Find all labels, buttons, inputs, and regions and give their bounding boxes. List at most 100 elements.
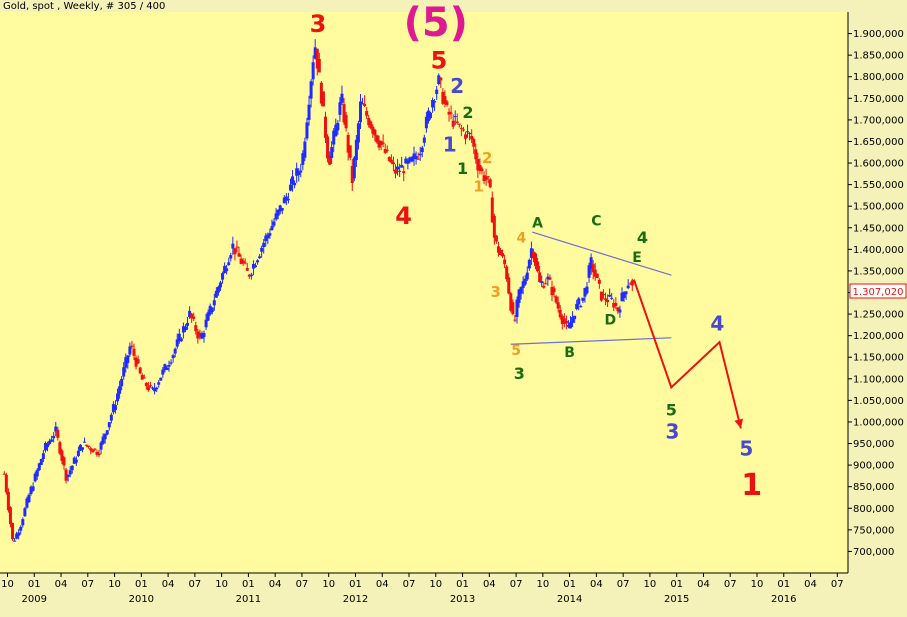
price-bar-body bbox=[221, 273, 225, 280]
price-bar-body bbox=[87, 445, 91, 448]
price-bar-body bbox=[352, 157, 356, 179]
price-bar-body bbox=[550, 286, 554, 296]
price-bar-body bbox=[548, 277, 552, 280]
price-bar-body bbox=[626, 285, 630, 289]
price-bar-body bbox=[538, 272, 542, 283]
price-bar-body bbox=[391, 162, 395, 165]
price-bar-body bbox=[142, 377, 146, 379]
price-bar-body bbox=[554, 296, 558, 303]
time-tick-label: 10 bbox=[536, 579, 549, 590]
price-bar-body bbox=[317, 58, 321, 73]
price-bar-body bbox=[484, 176, 488, 180]
price-bar-body bbox=[410, 157, 414, 162]
price-bar-body bbox=[381, 142, 385, 144]
price-bar-body bbox=[307, 104, 311, 120]
price-bar-body bbox=[581, 297, 585, 301]
price-bar-body bbox=[575, 303, 579, 310]
price-bar-body bbox=[72, 457, 76, 464]
price-bar-body bbox=[251, 264, 255, 269]
price-bar-body bbox=[190, 313, 194, 319]
price-bar-body bbox=[371, 126, 375, 134]
price-bar-body bbox=[464, 134, 468, 139]
price-bar-body bbox=[140, 374, 144, 380]
price-bar-body bbox=[181, 326, 185, 333]
price-bar-body bbox=[420, 147, 424, 153]
price-bar-body bbox=[311, 62, 315, 80]
price-bar-body bbox=[583, 287, 587, 297]
price-bar-body bbox=[566, 324, 570, 327]
price-bar-body bbox=[297, 171, 301, 176]
price-bar-body bbox=[365, 111, 369, 116]
price-bar-body bbox=[2, 473, 6, 475]
price-bar-body bbox=[270, 226, 274, 231]
price-tick-label: 750,000 bbox=[853, 525, 894, 536]
price-bar-body bbox=[116, 393, 120, 402]
price-bar-body bbox=[515, 299, 519, 318]
year-label: 2011 bbox=[236, 594, 261, 605]
price-bar-body bbox=[573, 315, 577, 320]
price-bar-body bbox=[122, 367, 126, 377]
price-bar-body bbox=[218, 282, 222, 288]
price-bar-body bbox=[474, 149, 478, 160]
price-bar-body bbox=[348, 145, 352, 158]
price-bar-body bbox=[426, 110, 430, 122]
wave-label: 5 bbox=[739, 437, 753, 461]
price-bar-body bbox=[628, 283, 632, 285]
price-bar-body bbox=[299, 170, 303, 173]
price-bar-body bbox=[229, 255, 233, 259]
price-bar-body bbox=[198, 332, 202, 337]
price-bar-body bbox=[29, 486, 33, 494]
price-bar-body bbox=[511, 302, 515, 315]
price-bar-body bbox=[21, 519, 25, 526]
price-bar-body bbox=[260, 247, 264, 252]
time-tick-label: 01 bbox=[135, 579, 148, 590]
price-bar-body bbox=[134, 357, 138, 367]
price-bar-body bbox=[120, 378, 124, 387]
price-bar-body bbox=[19, 526, 23, 531]
price-bar-body bbox=[507, 277, 511, 294]
wave-label: 4 bbox=[710, 311, 724, 335]
year-label: 2016 bbox=[771, 594, 796, 605]
price-bar-body bbox=[630, 280, 634, 286]
wave-label: 2 bbox=[462, 103, 473, 122]
price-bar-body bbox=[235, 246, 239, 248]
price-bar-body bbox=[385, 149, 389, 151]
price-bar-body bbox=[394, 169, 398, 174]
price-bar-body bbox=[305, 122, 309, 139]
price-tick-label: 1.350,000 bbox=[853, 266, 904, 277]
price-bar-body bbox=[400, 165, 404, 168]
price-bar-body bbox=[103, 433, 107, 440]
price-bar-body bbox=[624, 291, 628, 295]
time-tick-label: 10 bbox=[751, 579, 764, 590]
time-tick-label: 04 bbox=[55, 579, 68, 590]
price-bar-body bbox=[379, 141, 383, 145]
price-bar-body bbox=[529, 248, 533, 258]
price-bar-body bbox=[328, 155, 332, 165]
price-bar-body bbox=[542, 285, 546, 288]
price-bar-body bbox=[216, 286, 220, 293]
price-bar-body bbox=[138, 367, 142, 374]
price-bar-body bbox=[48, 440, 52, 444]
price-bar-body bbox=[587, 265, 591, 278]
price-bar-body bbox=[424, 116, 428, 129]
year-label: 2012 bbox=[343, 594, 368, 605]
price-bar-body bbox=[620, 292, 624, 302]
price-tick-label: 1.250,000 bbox=[853, 310, 904, 321]
price-bar-body bbox=[422, 137, 426, 143]
price-bar-body bbox=[459, 127, 463, 129]
price-bar-body bbox=[616, 307, 620, 312]
price-bar-body bbox=[233, 248, 237, 255]
price-bar-body bbox=[622, 292, 626, 298]
price-bar-body bbox=[291, 176, 295, 185]
price-bar-body bbox=[470, 136, 474, 140]
price-bar-body bbox=[412, 153, 416, 160]
plot-area bbox=[0, 12, 848, 573]
price-bar-body bbox=[268, 233, 272, 236]
price-axis: 700,000 750,000 800,000 850,000 900,000 950,0… bbox=[848, 29, 904, 558]
price-bar-body bbox=[323, 116, 327, 138]
price-bar-body bbox=[585, 286, 589, 294]
price-bar-body bbox=[39, 458, 43, 465]
price-bar-body bbox=[58, 442, 62, 454]
price-bar-body bbox=[488, 179, 492, 188]
time-axis: 10 01 04 07 10 01 04 07 10 01 04 07 10 01 04 07 10 01 04 07… bbox=[1, 573, 844, 605]
